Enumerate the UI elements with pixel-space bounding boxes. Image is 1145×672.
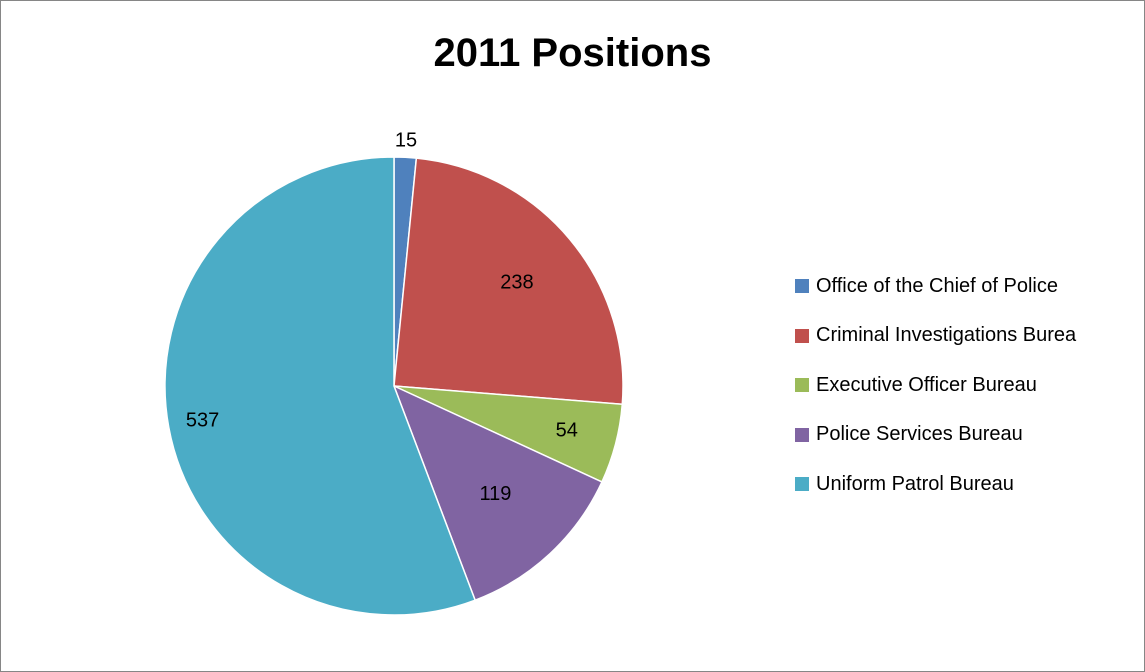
pie-slice — [393, 157, 624, 406]
data-label: 537 — [186, 409, 219, 431]
data-label: 238 — [500, 271, 533, 293]
legend-item: Criminal Investigations Burea — [795, 324, 1076, 348]
legend-item: Office of the Chief of Police — [795, 274, 1076, 298]
legend-label: Criminal Investigations Burea — [816, 324, 1077, 346]
legend-swatch — [795, 279, 809, 293]
legend-label: Police Services Bureau — [816, 423, 1023, 445]
legend-label: Office of the Chief of Police — [816, 274, 1058, 297]
pie-slice — [164, 156, 477, 616]
legend-swatch — [795, 328, 809, 343]
legend-label: Uniform Patrol Bureau — [816, 472, 1014, 495]
chart-legend: Office of the Chief of Police Criminal In… — [795, 274, 1076, 522]
data-label: 54 — [556, 420, 578, 442]
legend-swatch — [795, 427, 809, 442]
chart-title: 2011 Positions — [433, 31, 712, 75]
data-label: 119 — [480, 483, 512, 505]
legend-swatch — [795, 477, 809, 491]
legend-label: Executive Officer Bureau — [816, 373, 1037, 396]
legend-item: Police Services Bureau — [795, 423, 1076, 447]
legend-item: Uniform Patrol Bureau — [795, 472, 1076, 496]
pie-slice — [392, 384, 603, 602]
legend-item: Executive Officer Bureau — [795, 373, 1076, 397]
data-label: 15 — [395, 130, 417, 152]
legend-swatch — [795, 378, 809, 392]
